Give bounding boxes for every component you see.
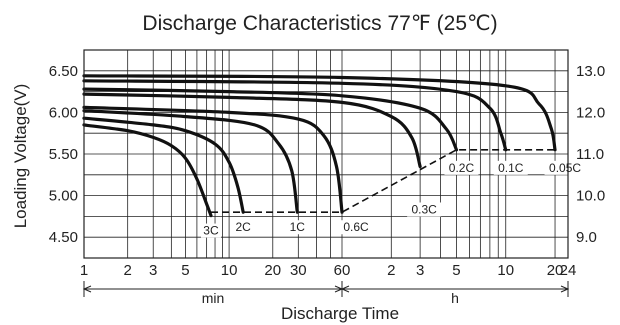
x-tick-label: 20 [547,262,564,279]
x-tick-label: 3 [416,262,424,279]
x-tick-label: 30 [290,262,307,279]
x-tick-label: 1 [80,262,88,279]
y-tick-label-right: 9.0 [576,229,597,246]
range-arrowhead [82,285,92,293]
curve-label-0.3C: 0.3C [411,202,437,216]
discharge-curve-0.1C [82,79,508,152]
curve-label-bg [493,160,528,175]
curve-label-3C: 3C [203,224,219,238]
x-tick-label: 20 [264,262,281,279]
x-tick-label: 10 [221,262,238,279]
x-tick-label: 5 [181,262,189,279]
range-label: min [202,290,225,306]
curve-label-bg [200,223,221,238]
curve-label-0.6C: 0.6C [343,220,369,234]
y-tick-label-right: 10.0 [576,188,605,205]
x-tick-label: 3 [149,262,157,279]
y-axis-label: Loading Voltage(V) [11,84,30,229]
y-tick-label-right: 11.0 [576,146,604,163]
discharge-curve-0.05C [82,74,557,152]
discharge-curve-0.3C [82,92,422,169]
curve-label-bg [339,220,373,235]
x-tick-label: 2 [387,262,395,279]
curve-label-bg [233,220,254,235]
discharge-curve-0.2C [82,87,459,152]
y-tick-label-left: 5.00 [49,188,78,205]
curve-label-0.1C: 0.1C [498,161,524,175]
chart-title: Discharge Characteristics 77℉ (25℃) [142,12,497,35]
plot-frame [83,49,569,259]
range-label: h [451,290,459,306]
curve-label-0.05C: 0.05C [549,161,581,175]
curve-label-bg [407,202,442,217]
curve-label-0.2C: 0.2C [449,161,475,175]
grid [83,49,569,259]
y-tick-label-left: 4.50 [49,229,78,246]
y-tick-label-left: 6.00 [49,104,78,121]
x-tick-label: 60 [334,262,351,279]
y-tick-label-right: 13.0 [576,63,605,80]
y-axis-right-ticks: 13.0 12.0 11.0 10.0 9.0 [576,63,605,246]
y-tick-label-right: 12.0 [576,104,605,121]
curve-label-bg [544,160,586,175]
discharge-curve-2C [82,116,245,214]
discharge-curve-0.6C [82,105,344,214]
y-tick-label-left: 6.50 [49,63,78,80]
curves [82,74,557,218]
x-tick-label: 24 [560,262,577,279]
x-tick-label: 10 [497,262,514,279]
x-tick-label: 5 [452,262,460,279]
discharge-curve-3C [82,123,213,218]
x-axis-label: Discharge Time [281,304,399,323]
curve-label-2C: 2C [235,220,251,234]
x-tick-label: 2 [124,262,132,279]
range-arrowhead [560,285,570,293]
curve-label-1C: 1C [290,220,306,234]
y-tick-label-left: 5.50 [49,146,78,163]
curve-label-bg [287,220,308,235]
range-arrowhead [340,285,350,293]
x-axis-ranges: min h [82,281,570,306]
y-axis-left-ticks: 6.50 6.00 5.50 5.00 4.50 [49,63,78,246]
curve-label-bg [444,160,479,175]
cutoff-voltage-line [211,149,555,213]
curve-labels: 3C 2C 1C 0.6C 0.3C 0.2C 0.1C 0.05C [200,160,586,238]
discharge-curve-1C [82,109,299,214]
